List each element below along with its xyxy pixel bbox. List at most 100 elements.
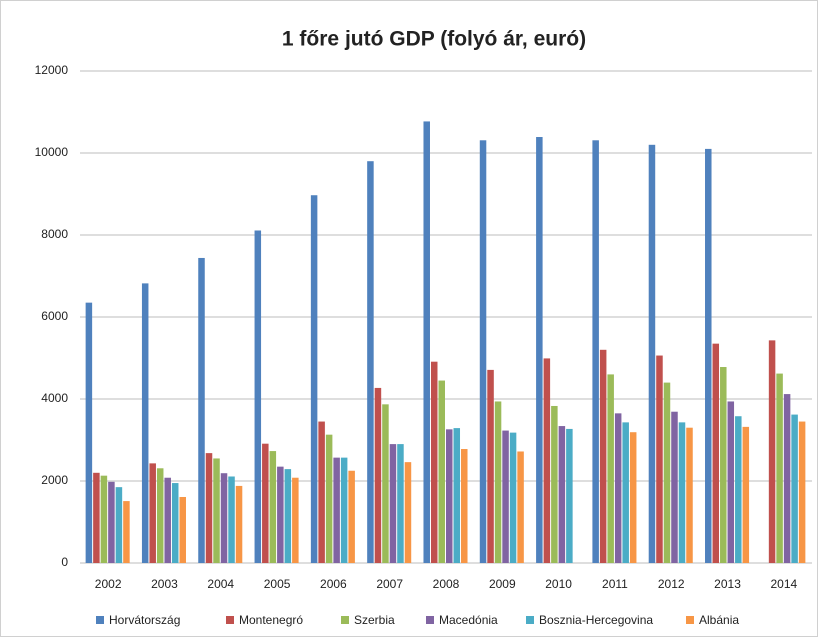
y-tick-label: 4000 xyxy=(41,391,68,405)
y-tick-label: 8000 xyxy=(41,227,68,241)
bar xyxy=(461,449,468,563)
bar xyxy=(438,380,445,563)
bar xyxy=(607,374,614,563)
bar xyxy=(776,373,783,563)
bar xyxy=(648,144,656,564)
bar xyxy=(404,462,412,563)
legend-label: Szerbia xyxy=(354,613,395,627)
bar xyxy=(292,477,299,563)
bar xyxy=(663,382,671,563)
bar xyxy=(205,453,213,563)
legend-label: Bosznia-Hercegovina xyxy=(539,613,653,627)
bar xyxy=(592,140,599,564)
legend-swatch xyxy=(426,616,434,624)
bar xyxy=(149,463,156,563)
bar xyxy=(783,394,791,563)
x-tick-label: 2011 xyxy=(602,577,628,591)
bar xyxy=(325,434,333,563)
bar xyxy=(108,481,115,563)
y-tick-label: 6000 xyxy=(41,309,68,323)
legend-swatch xyxy=(526,616,534,624)
bar xyxy=(318,421,325,563)
bar xyxy=(446,429,453,563)
bar xyxy=(678,422,686,563)
bar xyxy=(284,469,292,563)
bar xyxy=(310,195,318,564)
bar xyxy=(558,426,566,563)
bar xyxy=(179,496,186,563)
bar xyxy=(566,428,573,563)
bar xyxy=(487,369,494,563)
bar xyxy=(382,404,389,563)
bar xyxy=(141,283,149,563)
bar xyxy=(340,457,348,563)
bar xyxy=(389,444,397,563)
bar xyxy=(727,401,735,563)
x-tick-label: 2004 xyxy=(207,577,234,591)
x-tick-label: 2014 xyxy=(770,577,797,591)
x-tick-label: 2012 xyxy=(658,577,685,591)
bar xyxy=(254,230,262,564)
bar xyxy=(671,411,678,563)
bar xyxy=(551,405,558,563)
bar xyxy=(93,472,100,563)
x-tick-label: 2003 xyxy=(151,577,178,591)
bar xyxy=(629,432,637,563)
y-tick-label: 10000 xyxy=(35,145,69,159)
x-tick-label: 2010 xyxy=(545,577,572,591)
bar xyxy=(348,470,355,563)
legend-label: Horvátország xyxy=(109,613,180,627)
x-tick-label: 2009 xyxy=(489,577,516,591)
bar xyxy=(791,414,798,563)
bar xyxy=(156,468,164,563)
bar xyxy=(656,355,663,563)
bar xyxy=(742,426,750,563)
bar xyxy=(517,451,524,563)
bar xyxy=(262,443,269,563)
bar xyxy=(712,343,720,563)
bar xyxy=(397,444,404,563)
y-tick-label: 12000 xyxy=(35,63,69,77)
bar xyxy=(430,361,438,563)
bar xyxy=(479,140,487,564)
legend-swatch xyxy=(341,616,349,624)
bar xyxy=(333,457,340,563)
bar xyxy=(171,483,179,563)
bar xyxy=(423,121,430,564)
bar xyxy=(614,413,622,563)
bar xyxy=(277,466,284,563)
legend-swatch xyxy=(226,616,234,624)
bar xyxy=(622,422,629,563)
bar xyxy=(705,148,712,563)
bar xyxy=(536,137,543,563)
bar xyxy=(502,430,509,563)
bar xyxy=(509,432,517,563)
bar xyxy=(123,501,130,563)
bar xyxy=(599,349,607,563)
bar xyxy=(85,302,93,563)
legend-label: Albánia xyxy=(699,613,739,627)
x-tick-label: 2007 xyxy=(376,577,403,591)
bar xyxy=(367,161,374,563)
bar xyxy=(453,428,461,563)
bar xyxy=(543,358,551,563)
bar xyxy=(228,476,235,563)
bar xyxy=(768,340,776,563)
bar xyxy=(198,257,205,563)
legend-swatch xyxy=(686,616,694,624)
bar xyxy=(100,475,108,563)
bar xyxy=(720,367,727,563)
bar xyxy=(269,451,277,563)
x-tick-label: 2002 xyxy=(95,577,122,591)
bar xyxy=(494,401,502,563)
legend-swatch xyxy=(96,616,104,624)
x-tick-label: 2008 xyxy=(433,577,460,591)
bar xyxy=(164,477,171,563)
x-tick-label: 2005 xyxy=(264,577,291,591)
bar xyxy=(735,416,742,563)
legend-label: Macedónia xyxy=(439,613,498,627)
bar xyxy=(235,485,243,563)
bar xyxy=(374,387,382,563)
y-tick-label: 0 xyxy=(61,555,68,569)
chart-title: 1 főre jutó GDP (folyó ár, euró) xyxy=(282,28,586,51)
